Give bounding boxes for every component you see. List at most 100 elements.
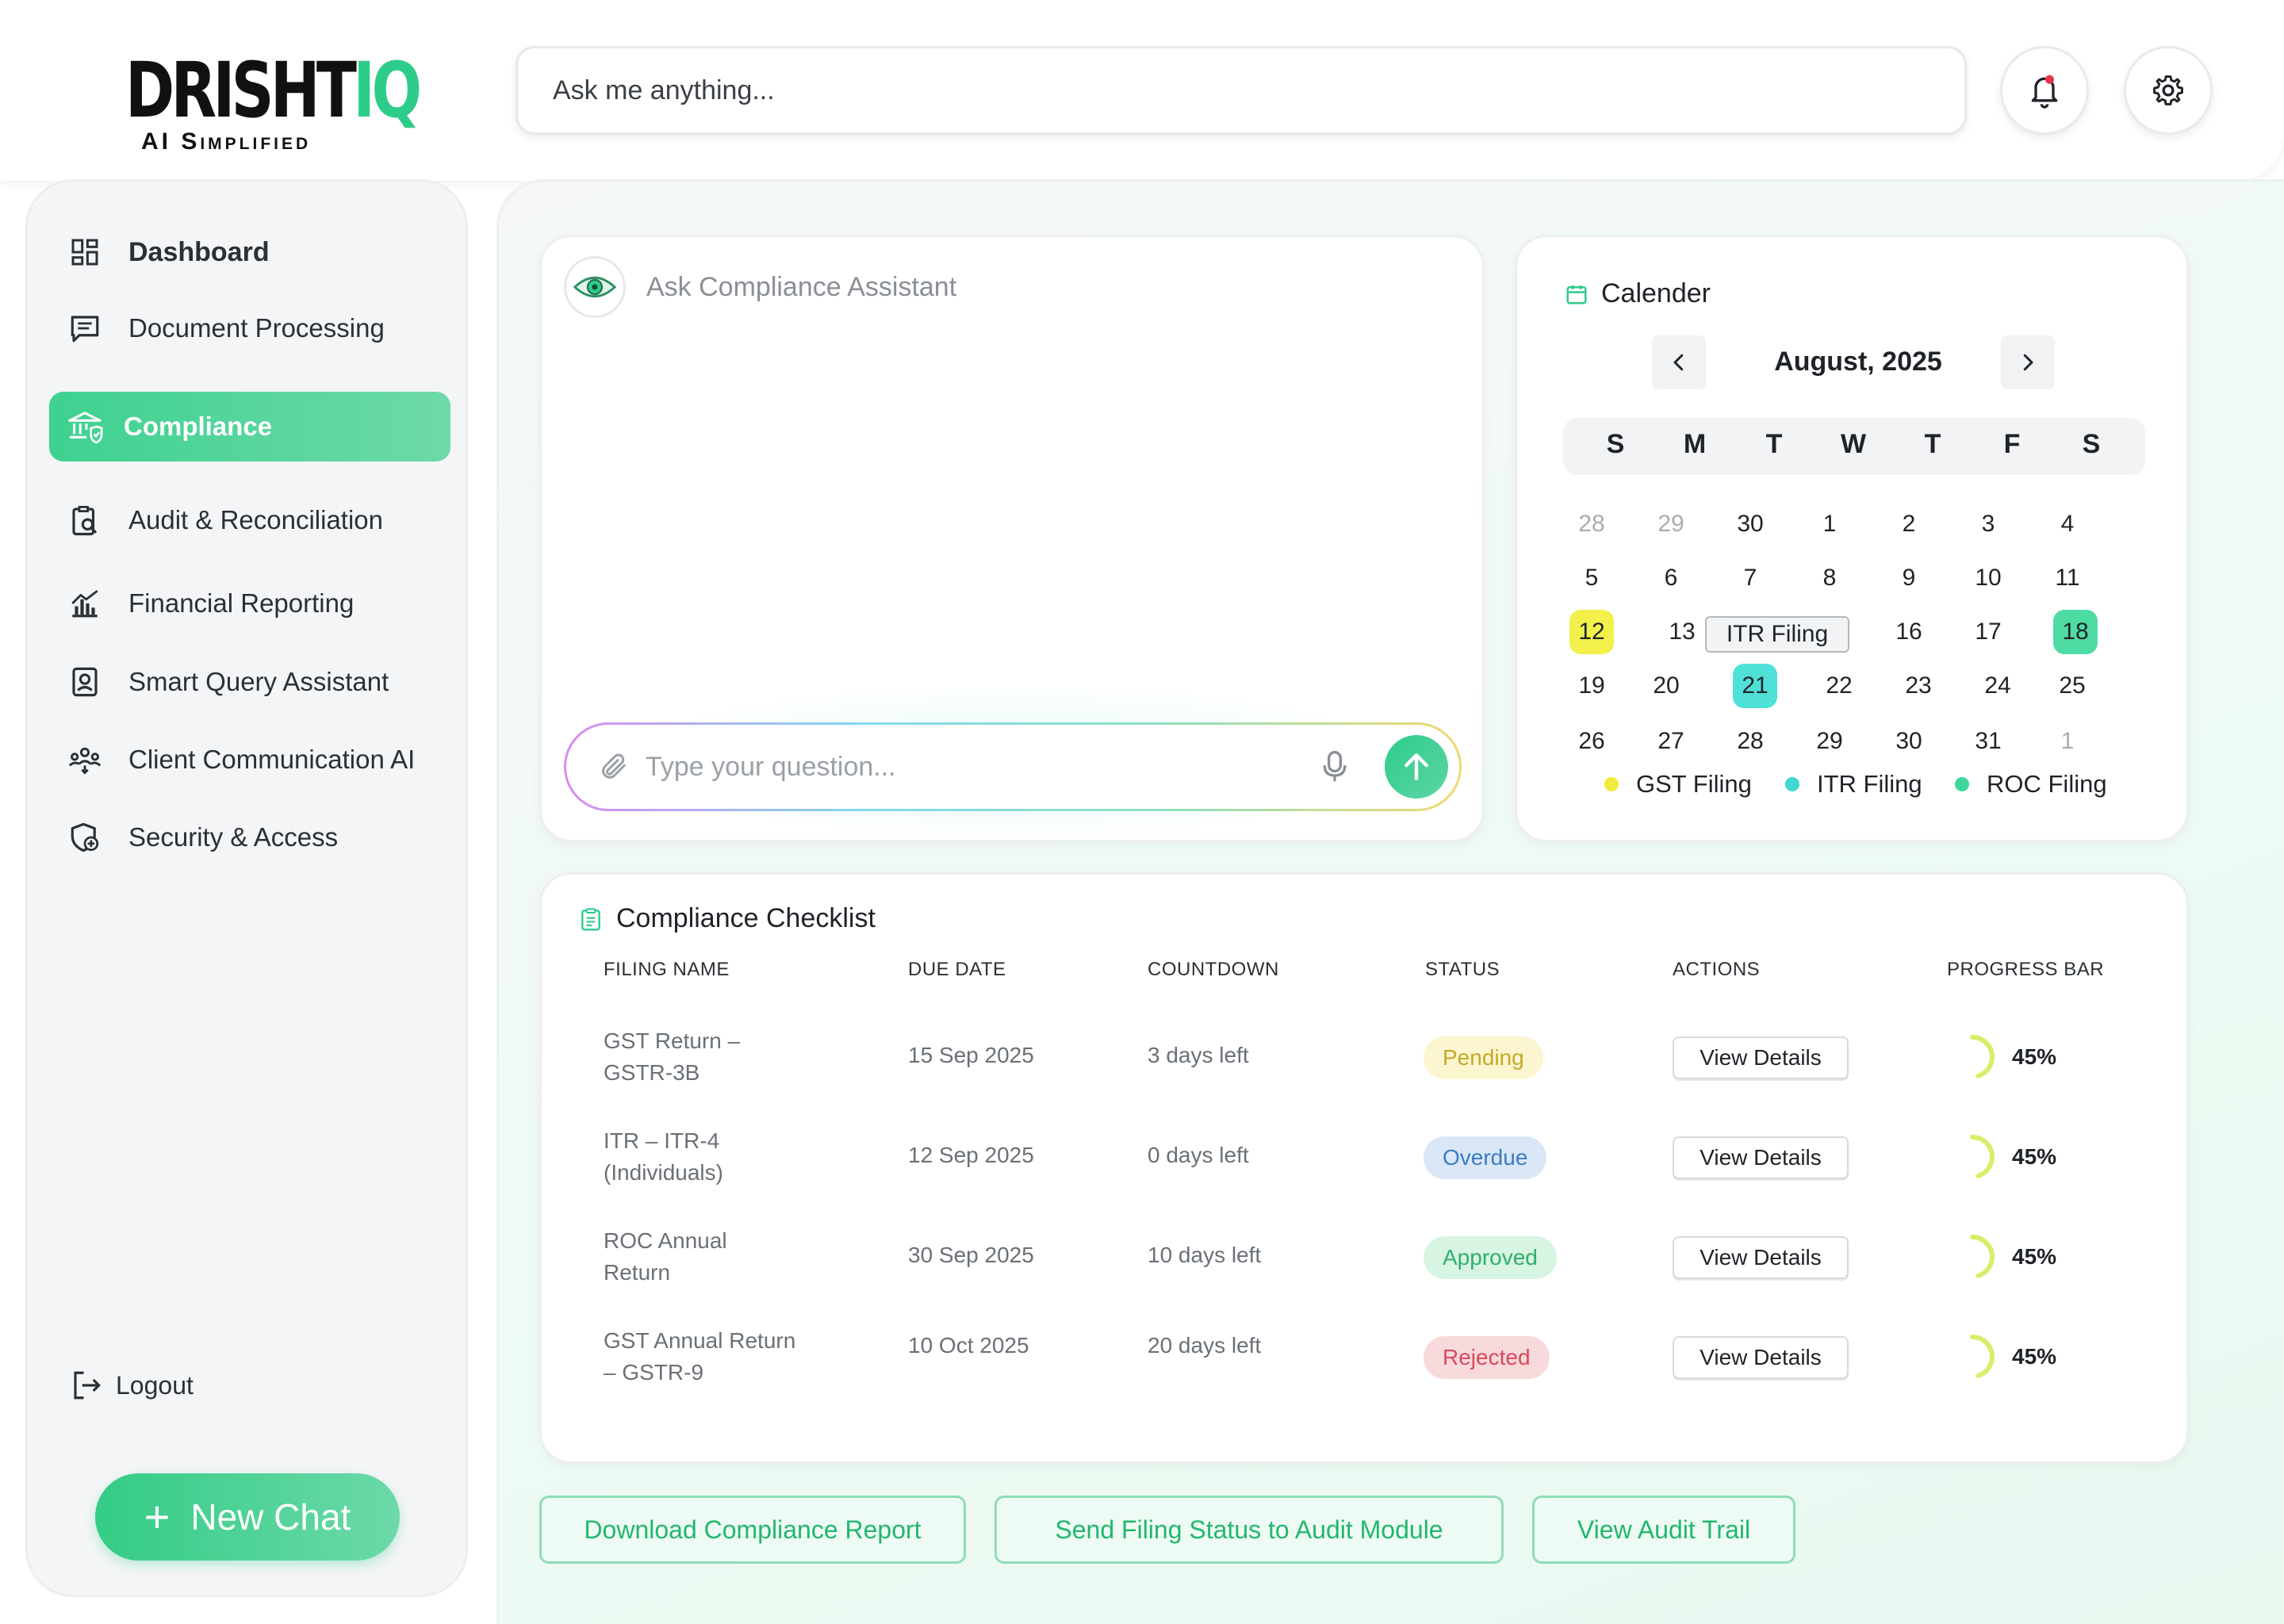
view-details-button[interactable]: View Details <box>1673 1236 1849 1279</box>
calendar-day[interactable]: 30 <box>1737 511 1764 537</box>
calendar-day[interactable]: 1 <box>2060 728 2075 754</box>
dashboard-icon <box>65 232 105 272</box>
notifications-button[interactable] <box>2000 46 2089 135</box>
download-compliance-report-button[interactable]: Download Compliance Report <box>539 1496 966 1564</box>
bell-icon <box>2031 75 2058 109</box>
calendar-day-itr-filing[interactable]: 21 <box>1733 664 1777 708</box>
calendar-day[interactable]: 10 <box>1975 565 2002 591</box>
global-search-placeholder: Ask me anything... <box>553 75 775 105</box>
calendar-day-roc-filing[interactable]: 18 <box>2053 610 2098 654</box>
calendar-day[interactable]: 1 <box>1822 511 1837 537</box>
column-header-due-date: DUE DATE <box>908 959 1006 980</box>
calendar-day[interactable]: 22 <box>1826 672 1853 699</box>
sidebar-item-security-access[interactable]: Security & Access <box>65 814 477 861</box>
people-icon <box>65 740 105 779</box>
question-input[interactable]: Type your question... <box>564 722 1462 811</box>
filing-name-line-1: ROC Annual <box>604 1228 727 1253</box>
settings-button[interactable] <box>2124 46 2213 135</box>
brand-logo[interactable]: DRISHTIQ AI Simplified <box>125 52 422 155</box>
sidebar-item-label: Client Communication AI <box>128 745 416 774</box>
progress-indicator: 45% <box>1947 1231 2056 1282</box>
calendar-prev-button[interactable] <box>1652 335 1706 389</box>
column-header-status: STATUS <box>1425 959 1500 980</box>
calendar-day[interactable]: 9 <box>1902 565 1916 591</box>
calendar-day[interactable]: 20 <box>1653 672 1680 699</box>
filing-name-line-1: GST Annual Return <box>604 1328 796 1353</box>
filing-name: GST Return – GSTR-3B <box>604 1025 740 1089</box>
calendar-day[interactable]: 31 <box>1975 728 2002 754</box>
filing-name-line-1: ITR – ITR-4 <box>604 1128 720 1153</box>
calendar-day[interactable]: 19 <box>1578 672 1605 699</box>
calendar-day[interactable]: 11 <box>2055 565 2080 591</box>
due-date: 10 Oct 2025 <box>908 1333 1029 1358</box>
sidebar-item-audit-reconciliation[interactable]: Audit & Reconciliation <box>65 496 477 544</box>
progress-ring <box>1950 1235 1995 1279</box>
microphone-icon[interactable] <box>1320 749 1350 784</box>
sidebar-item-financial-reporting[interactable]: Financial Reporting <box>65 580 477 627</box>
top-bar: DRISHTIQ AI Simplified Ask me anything..… <box>0 0 2284 181</box>
calendar-day-gst-filing[interactable]: 12 <box>1569 610 1614 654</box>
calendar-day[interactable]: 3 <box>1981 511 1995 537</box>
progress-indicator: 45% <box>1947 1331 2056 1382</box>
chart-icon <box>65 584 105 623</box>
calendar-day[interactable]: 4 <box>2060 511 2075 537</box>
status-badge: Rejected <box>1424 1336 1550 1379</box>
legend-label: GST Filing <box>1636 770 1752 798</box>
progress-ring <box>1950 1035 1995 1079</box>
sidebar-item-label: Security & Access <box>128 822 339 852</box>
legend-dot <box>1955 777 1969 791</box>
new-chat-button[interactable]: + New Chat <box>95 1473 400 1561</box>
calendar-day[interactable]: 13 <box>1669 619 1696 645</box>
calendar-day[interactable]: 28 <box>1737 728 1764 754</box>
calendar-day[interactable]: 24 <box>1984 672 2011 699</box>
calendar-day[interactable]: 28 <box>1578 511 1605 537</box>
sidebar-item-client-communication-ai[interactable]: Client Communication AI <box>65 736 477 783</box>
assistant-title: Ask Compliance Assistant <box>646 272 957 302</box>
view-audit-trail-button[interactable]: View Audit Trail <box>1532 1496 1795 1564</box>
view-details-button[interactable]: View Details <box>1673 1136 1849 1179</box>
calendar-day[interactable]: 17 <box>1975 619 2002 645</box>
calendar-day[interactable]: 23 <box>1905 672 1932 699</box>
calendar-day[interactable]: 27 <box>1657 728 1684 754</box>
calendar-day[interactable]: 2 <box>1902 511 1916 537</box>
calendar-day[interactable]: 29 <box>1657 511 1684 537</box>
calendar-day[interactable]: 25 <box>2059 672 2086 699</box>
calendar-day[interactable]: 5 <box>1585 565 1599 591</box>
send-button[interactable] <box>1385 735 1448 799</box>
calendar-day[interactable]: 16 <box>1895 619 1922 645</box>
logout-button[interactable]: Logout <box>70 1369 194 1402</box>
calendar-next-button[interactable] <box>2001 335 2055 389</box>
brand-name-accent: IQ <box>353 46 422 135</box>
view-details-button[interactable]: View Details <box>1673 1036 1849 1079</box>
view-details-button[interactable]: View Details <box>1673 1336 1849 1379</box>
global-search-input[interactable]: Ask me anything... <box>515 46 1967 135</box>
sidebar-item-label: Compliance <box>124 412 273 441</box>
calendar-weekday-label: T <box>1765 429 1783 459</box>
progress-label: 45% <box>2012 1144 2057 1169</box>
compliance-checklist-card: Compliance Checklist FILING NAME DUE DAT… <box>539 872 2189 1464</box>
sidebar-item-compliance[interactable]: Compliance <box>49 392 450 462</box>
calendar-day[interactable]: 8 <box>1822 565 1837 591</box>
send-filing-status-button[interactable]: Send Filing Status to Audit Module <box>994 1496 1504 1564</box>
calendar-day[interactable]: 30 <box>1895 728 1922 754</box>
calendar-day[interactable]: 6 <box>1664 565 1678 591</box>
calendar-weekday-label: M <box>1683 429 1707 459</box>
paperclip-icon[interactable] <box>598 751 630 783</box>
calendar-day[interactable]: 29 <box>1816 728 1843 754</box>
filing-name-line-2: Return <box>604 1260 671 1285</box>
due-date: 15 Sep 2025 <box>908 1043 1034 1067</box>
sidebar-item-smart-query-assistant[interactable]: Smart Query Assistant <box>65 658 477 706</box>
sidebar-item-document-processing[interactable]: Document Processing <box>65 304 477 352</box>
logout-label: Logout <box>116 1370 194 1400</box>
legend-label: ITR Filing <box>1817 770 1922 798</box>
calendar-day[interactable]: 7 <box>1743 565 1757 591</box>
filing-name-line-1: GST Return – <box>604 1028 741 1053</box>
calendar-day[interactable]: 26 <box>1578 728 1605 754</box>
chevron-right-icon <box>2023 354 2033 371</box>
calendar-icon <box>1565 282 1588 306</box>
legend-item: GST Filing <box>1604 770 1752 799</box>
chevron-left-icon <box>1673 354 1684 371</box>
sidebar-item-dashboard[interactable]: Dashboard <box>65 228 477 276</box>
